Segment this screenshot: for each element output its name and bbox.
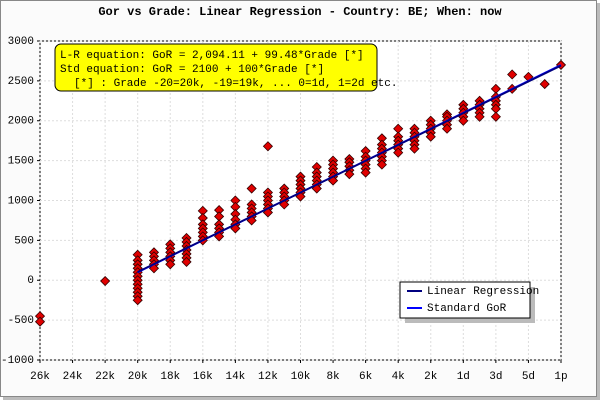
x-tick-label: 24k <box>63 371 83 383</box>
legend-label: Linear Regression <box>427 286 539 298</box>
annotation: L-R equation: GoR = 2,094.11 + 99.48*Gra… <box>60 50 364 62</box>
point <box>441 123 453 134</box>
point <box>132 295 143 306</box>
point <box>539 78 550 90</box>
point <box>458 115 469 126</box>
point <box>262 141 274 152</box>
x-tick-label: 16k <box>193 371 213 383</box>
point <box>425 131 436 142</box>
y-tick-label: 3000 <box>8 36 34 48</box>
point <box>490 111 501 122</box>
x-tick-label: 5d <box>522 371 535 383</box>
y-tick-label: -500 <box>8 315 34 327</box>
x-tick-label: 6k <box>359 371 373 383</box>
point <box>181 256 192 267</box>
x-tick-label: 3d <box>489 371 502 383</box>
x-tick-label: 1d <box>457 371 470 383</box>
point <box>376 159 387 170</box>
point <box>409 143 420 154</box>
x-tick-label: 14k <box>225 371 245 383</box>
x-tick-label: 20k <box>128 371 148 383</box>
legend <box>399 281 531 319</box>
frame-shadow <box>3 397 600 400</box>
fit-line <box>137 64 562 273</box>
x-tick-label: 26k <box>30 371 50 383</box>
x-tick-label: 22k <box>95 371 115 383</box>
y-tick-label: 1500 <box>8 156 34 168</box>
x-tick-label: 8k <box>326 371 340 383</box>
annotation: [*] : Grade -20=20k, -19=19k, ... 0=1d, … <box>74 78 397 90</box>
point <box>100 275 111 287</box>
x-tick-label: 10k <box>291 371 311 383</box>
annotation-box <box>54 43 378 92</box>
chart-title: Gor vs Grade: Linear Regression - Countr… <box>98 5 502 19</box>
point <box>507 69 518 80</box>
x-tick-label: 1p <box>554 371 567 383</box>
y-tick-label: 1000 <box>8 195 34 207</box>
frame-shadow <box>597 3 600 400</box>
legend-label: Standard GoR <box>427 303 507 315</box>
y-tick-label: -1000 <box>1 355 34 367</box>
point <box>344 169 355 180</box>
y-tick-label: 2500 <box>8 76 34 88</box>
x-tick-label: 4k <box>392 371 406 383</box>
annotation: Std equation: GoR = 2100 + 100*Grade [*] <box>60 64 324 76</box>
y-tick-label: 2000 <box>8 116 34 128</box>
y-tick-label: 0 <box>27 275 34 287</box>
marks <box>34 59 567 327</box>
x-tick-label: 18k <box>160 371 180 383</box>
y-tick-label: 500 <box>14 235 34 247</box>
point <box>246 183 257 194</box>
point <box>34 316 46 327</box>
x-tick-label: 2k <box>424 371 438 383</box>
point <box>474 111 485 122</box>
point <box>165 259 176 270</box>
point <box>360 167 371 178</box>
x-tick-label: 12k <box>258 371 278 383</box>
point <box>393 147 404 158</box>
overlay: L-R equation: GoR = 2,094.11 + 99.48*Gra… <box>54 43 539 323</box>
